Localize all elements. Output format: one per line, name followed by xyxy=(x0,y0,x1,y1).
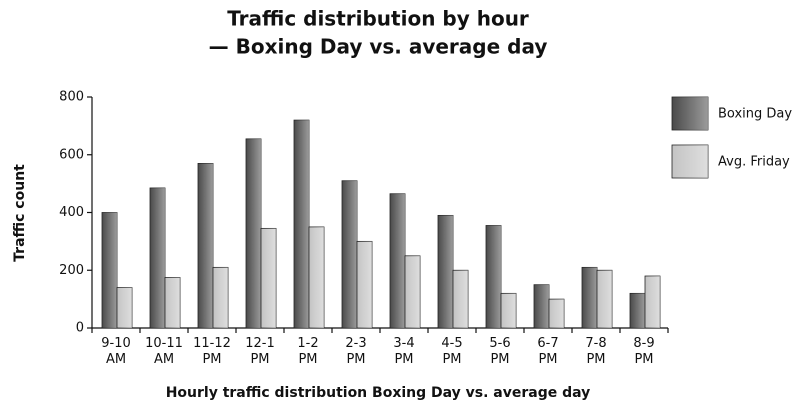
legend-label: Avg. Friday xyxy=(718,155,790,170)
bar-shine xyxy=(582,267,597,328)
legend-swatch-shine xyxy=(672,145,708,178)
x-tick-label: 9-10 AM xyxy=(101,336,131,367)
x-tick-label: 6-7 PM xyxy=(537,336,558,367)
x-tick-label: 4-5 PM xyxy=(441,336,462,367)
y-tick-label: 0 xyxy=(76,321,84,336)
bar-shine xyxy=(102,212,117,328)
x-tick-label: 5-6 PM xyxy=(489,336,510,367)
bar-shine xyxy=(309,226,324,328)
bar-shine xyxy=(357,241,372,328)
x-tick-label: 2-3 PM xyxy=(345,336,366,367)
bar-shine xyxy=(453,270,468,328)
y-axis-label: Traffic count xyxy=(12,164,28,262)
legend-swatch-shine xyxy=(672,97,708,130)
bar-shine xyxy=(390,193,405,328)
y-tick-label: 600 xyxy=(59,147,84,162)
bar-shine xyxy=(630,293,645,328)
bar-shine xyxy=(165,277,180,328)
bar-shine xyxy=(294,120,309,328)
bar-shine xyxy=(597,270,612,328)
bar-shine xyxy=(261,228,276,328)
bar-shine xyxy=(534,284,549,328)
bar-shine xyxy=(645,276,660,328)
y-tick-label: 400 xyxy=(59,205,84,220)
x-tick-label: 1-2 PM xyxy=(297,336,318,367)
x-tick-label: 10-11 AM xyxy=(145,336,183,367)
x-tick-label: 12-1 PM xyxy=(245,336,275,367)
x-tick-label: 3-4 PM xyxy=(393,336,414,367)
bar-shine xyxy=(405,255,420,328)
bar-shine xyxy=(549,299,564,328)
bar-shine xyxy=(150,187,165,328)
bar-shine xyxy=(486,225,501,328)
bar-shine xyxy=(501,293,516,328)
y-tick-label: 200 xyxy=(59,263,84,278)
legend-label: Boxing Day xyxy=(718,107,792,122)
bar-shine xyxy=(438,215,453,328)
x-tick-label: 7-8 PM xyxy=(585,336,606,367)
x-tick-label: 11-12 PM xyxy=(193,336,231,367)
chart-title: Traffic distribution by hour xyxy=(227,7,529,31)
bar-shine xyxy=(117,287,132,328)
chart-subtitle: — Boxing Day vs. average day xyxy=(209,35,548,59)
x-tick-label: 8-9 PM xyxy=(633,336,654,367)
y-tick-label: 800 xyxy=(59,90,84,105)
bar-shine xyxy=(198,163,213,328)
bar-shine xyxy=(213,267,228,328)
bar-shine xyxy=(342,180,357,328)
x-axis-label: Hourly traffic distribution Boxing Day v… xyxy=(166,385,591,401)
bar-shine xyxy=(246,138,261,328)
